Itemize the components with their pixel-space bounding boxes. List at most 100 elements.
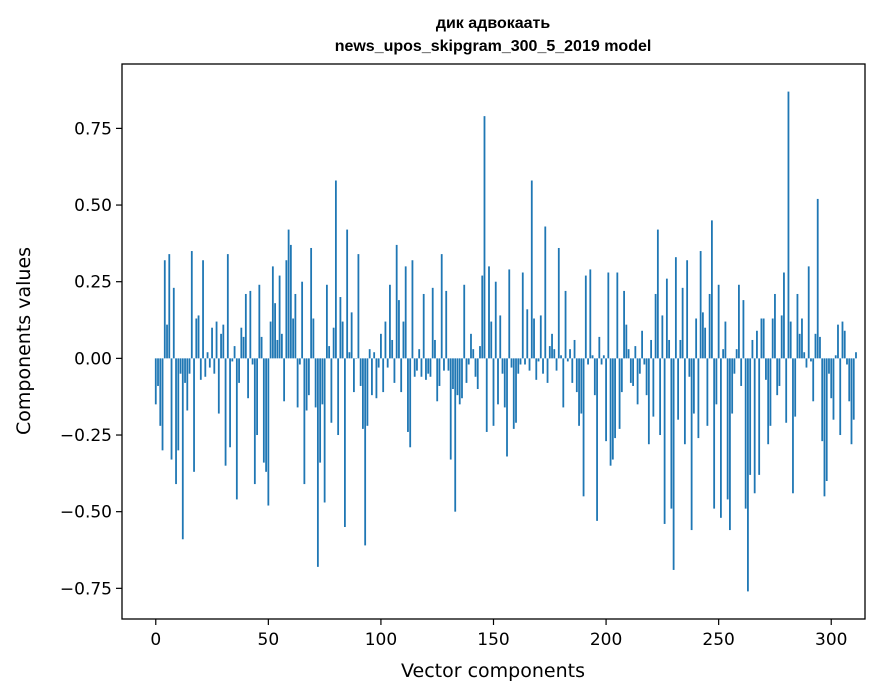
bar xyxy=(679,339,682,359)
bar xyxy=(706,358,709,426)
bar xyxy=(483,116,486,359)
bar xyxy=(251,358,254,365)
y-tick-label: −0.25 xyxy=(60,426,112,446)
bar xyxy=(688,358,691,377)
bar xyxy=(391,339,394,359)
bar xyxy=(316,358,319,567)
bar xyxy=(747,358,749,592)
bar xyxy=(280,333,283,359)
bar xyxy=(774,293,776,359)
bar xyxy=(458,358,461,405)
bar xyxy=(364,358,367,546)
bar xyxy=(830,358,833,399)
bar xyxy=(769,358,772,426)
bar xyxy=(837,324,839,359)
bar xyxy=(711,220,713,359)
bar xyxy=(231,358,234,362)
bar xyxy=(443,358,445,371)
bar xyxy=(490,321,493,359)
bar xyxy=(796,293,799,359)
bar xyxy=(776,358,779,396)
bar xyxy=(848,358,851,402)
chart-subtitle: news_upos_skipgram_300_5_2019 model xyxy=(335,38,652,55)
y-tick-label: 0.75 xyxy=(74,119,112,139)
bar xyxy=(238,358,240,383)
bar xyxy=(656,229,659,359)
bar xyxy=(452,358,454,390)
bar xyxy=(638,358,641,374)
bar xyxy=(537,358,540,362)
bar xyxy=(695,318,698,359)
bar xyxy=(175,358,177,485)
bar xyxy=(265,358,267,472)
bar xyxy=(235,358,238,500)
bar xyxy=(566,358,569,362)
bar xyxy=(618,358,621,429)
bar xyxy=(517,358,520,374)
bar xyxy=(771,318,774,359)
bar xyxy=(665,278,668,359)
bar xyxy=(756,330,758,359)
bar xyxy=(168,254,171,359)
bar xyxy=(634,346,637,359)
y-axis-label: Components values xyxy=(13,247,35,435)
bar xyxy=(285,260,288,359)
bar xyxy=(749,358,752,475)
bar xyxy=(413,358,416,377)
bar xyxy=(850,358,853,445)
bar xyxy=(494,281,497,359)
bar xyxy=(179,358,182,374)
bar xyxy=(193,358,195,472)
bar xyxy=(548,346,551,359)
bar xyxy=(555,358,558,371)
bar xyxy=(765,358,767,380)
bar xyxy=(485,358,488,432)
bar xyxy=(479,346,481,359)
bar xyxy=(767,358,770,445)
bar xyxy=(506,358,508,457)
bar xyxy=(713,358,716,509)
bar xyxy=(362,358,364,429)
bar xyxy=(701,312,704,359)
bar xyxy=(456,358,459,396)
bar xyxy=(481,275,484,359)
bar xyxy=(434,339,436,359)
bar xyxy=(278,275,281,359)
bar xyxy=(195,318,198,359)
bar xyxy=(226,254,229,359)
bar xyxy=(382,358,385,393)
bar xyxy=(159,358,162,426)
bar xyxy=(492,358,495,426)
bar xyxy=(307,358,310,396)
bar xyxy=(753,358,756,494)
bar xyxy=(161,358,164,451)
bar xyxy=(440,254,443,359)
bar xyxy=(571,358,574,383)
bar xyxy=(528,358,531,371)
bar xyxy=(294,293,297,359)
bar xyxy=(188,358,191,374)
bar xyxy=(674,257,677,359)
bar xyxy=(789,321,792,359)
bar xyxy=(190,251,193,359)
bar xyxy=(325,284,328,359)
bar xyxy=(535,358,538,380)
bar xyxy=(211,327,213,359)
bar xyxy=(814,333,817,359)
bar xyxy=(262,358,265,463)
bar xyxy=(398,300,400,359)
bar xyxy=(823,358,826,497)
bar xyxy=(258,284,261,359)
bar xyxy=(465,358,468,383)
bar xyxy=(569,349,571,359)
bar xyxy=(715,358,718,405)
bar xyxy=(740,358,743,386)
bar xyxy=(418,349,421,359)
bar xyxy=(411,260,414,359)
bar xyxy=(533,318,535,359)
bar xyxy=(744,358,747,509)
bar xyxy=(573,339,576,359)
bar xyxy=(454,358,457,512)
bar xyxy=(296,358,299,408)
bar xyxy=(334,180,337,359)
